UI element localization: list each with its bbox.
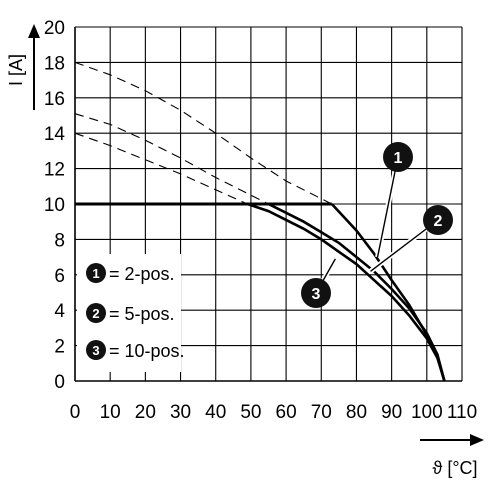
y-tick-label: 6 (54, 266, 65, 287)
curve-2-dashed (74, 113, 269, 205)
x-tick-label: 60 (276, 402, 297, 423)
y-tick-label: 2 (54, 337, 65, 358)
y-axis-arrowhead (28, 24, 40, 38)
legend-label-1: = 2-pos. (109, 264, 175, 284)
legend-label-2: = 5-pos. (109, 304, 175, 324)
curves (74, 61, 446, 382)
x-axis-title: ϑ [°C] (432, 458, 477, 478)
legend-entry-3: 3 = 10-pos. (86, 340, 185, 361)
x-axis-arrowhead (470, 434, 484, 446)
y-tick-label: 4 (54, 301, 65, 322)
y-tick-labels: 0 2 4 6 8 10 12 14 16 18 20 (44, 18, 66, 393)
callout-badge-1-text: 1 (394, 150, 403, 167)
x-tick-label: 30 (170, 402, 191, 423)
x-tick-label: 100 (411, 402, 443, 423)
x-tick-label: 80 (346, 402, 367, 423)
legend-badge-1 (86, 263, 106, 283)
callout-badge-3 (301, 278, 331, 308)
y-tick-label: 12 (44, 160, 65, 181)
legend-badge-3-text: 3 (92, 343, 99, 358)
x-tick-label: 10 (100, 402, 121, 423)
legend-badge-2 (86, 303, 106, 323)
y-tick-label: 20 (44, 18, 65, 39)
callout-badge-3-text: 3 (312, 286, 321, 303)
y-tick-label: 14 (44, 124, 66, 145)
x-tick-labels: 0 10 20 30 40 50 60 70 80 90 100 110 (70, 402, 477, 423)
curve-3-dashed (74, 132, 248, 205)
y-axis-title-group: I [A] (6, 24, 40, 110)
y-tick-label: 16 (44, 89, 65, 110)
x-tick-label: 50 (240, 402, 261, 423)
x-tick-label: 90 (381, 402, 402, 423)
x-tick-label: 110 (447, 402, 477, 423)
y-tick-label: 18 (44, 53, 65, 74)
y-tick-label: 0 (54, 372, 65, 393)
curve-3-solid (246, 202, 446, 382)
x-tick-label: 20 (135, 402, 156, 423)
x-tick-label: 0 (70, 402, 81, 423)
callouts: 1 2 3 (301, 142, 453, 308)
y-tick-label: 10 (44, 195, 65, 216)
x-tick-label: 40 (205, 402, 226, 423)
curve-1-dashed (74, 61, 333, 205)
y-tick-label: 8 (54, 230, 65, 251)
x-axis-title-group: ϑ [°C] (420, 434, 484, 478)
legend-entry-1: 1 = 2-pos. (86, 263, 175, 284)
curve-2-solid (267, 202, 446, 382)
legend-badge-2-text: 2 (92, 306, 99, 321)
callout-badge-2-text: 2 (434, 213, 443, 230)
callout-badge-1 (383, 142, 413, 172)
legend-badge-3 (86, 340, 106, 360)
legend: 1 = 2-pos. 2 = 5-pos. 3 = 10-pos. (77, 254, 185, 372)
callout-leader-1 (376, 156, 399, 258)
legend-label-3: = 10-pos. (109, 341, 185, 361)
legend-entry-2: 2 = 5-pos. (86, 303, 175, 324)
callout-badge-2 (423, 205, 453, 235)
x-tick-label: 70 (311, 402, 332, 423)
legend-badge-1-text: 1 (92, 266, 99, 281)
y-axis-title: I [A] (6, 54, 26, 86)
